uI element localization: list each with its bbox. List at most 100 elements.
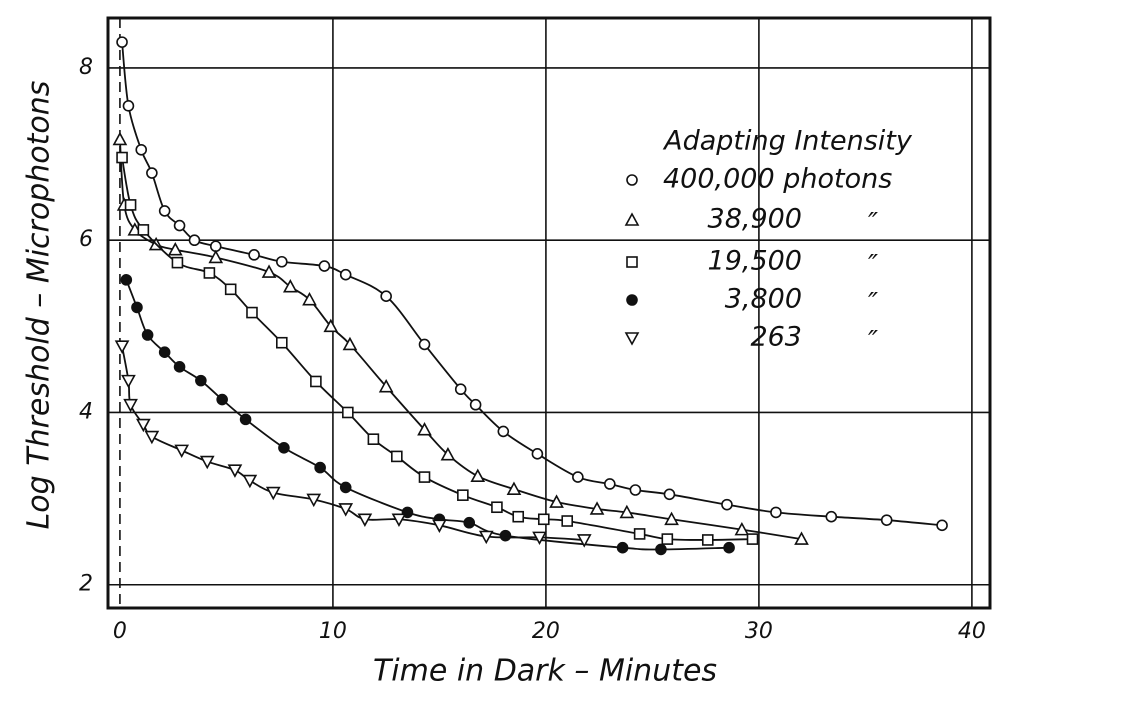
data-point <box>173 219 186 232</box>
data-point <box>144 430 160 445</box>
legend-ditto: ″ <box>868 250 878 281</box>
data-point <box>746 533 759 545</box>
legend-ditto: ″ <box>868 326 878 357</box>
data-point <box>131 301 143 314</box>
x-tick-label: 20 <box>532 619 560 644</box>
data-point <box>470 468 486 483</box>
data-point <box>146 167 158 179</box>
data-point <box>167 242 183 256</box>
data-point <box>224 283 237 296</box>
plot-frame <box>106 16 992 610</box>
legend-label: 400,000 photons <box>663 164 892 195</box>
data-point <box>282 279 298 293</box>
series-curve <box>121 157 753 541</box>
data-point <box>661 533 674 545</box>
data-point <box>342 336 358 351</box>
y-tick-label: 2 <box>79 572 93 597</box>
data-point <box>246 306 258 319</box>
data-point <box>173 361 186 373</box>
data-point <box>310 375 322 388</box>
data-point <box>572 471 584 483</box>
data-point <box>663 488 676 501</box>
data-point <box>216 393 228 406</box>
data-point <box>664 511 679 526</box>
data-point <box>314 461 326 474</box>
data-point <box>655 543 667 556</box>
data-point <box>770 506 782 519</box>
legend-marker <box>626 294 638 306</box>
data-point <box>123 398 138 413</box>
data-point <box>209 240 222 253</box>
data-point <box>380 290 392 303</box>
data-point <box>537 513 550 526</box>
data-point <box>121 374 136 389</box>
data-point <box>357 513 373 527</box>
data-point <box>549 494 564 508</box>
y-tick-label: 4 <box>79 399 93 424</box>
data-point <box>174 444 190 459</box>
data-point <box>619 504 635 519</box>
data-point <box>391 450 403 463</box>
data-point <box>338 503 354 517</box>
data-point <box>825 510 838 523</box>
data-point <box>440 447 456 461</box>
data-point <box>239 413 252 426</box>
data-point <box>391 513 407 527</box>
data-point <box>188 234 201 247</box>
data-point <box>208 249 224 264</box>
x-tick-label: 0 <box>113 619 127 644</box>
data-point <box>276 255 288 268</box>
data-point <box>367 433 380 445</box>
legend-marker <box>624 212 640 226</box>
data-point <box>633 528 646 540</box>
data-point <box>469 398 482 411</box>
data-point <box>306 493 322 508</box>
data-point <box>378 378 394 393</box>
data-point <box>318 260 331 272</box>
data-point <box>137 224 150 236</box>
data-point <box>589 501 605 515</box>
data-point <box>195 374 207 387</box>
data-point <box>478 530 494 545</box>
data-point <box>276 336 288 349</box>
y-tick-label: 8 <box>79 55 93 80</box>
data-point <box>116 151 128 164</box>
data-point <box>417 422 432 436</box>
data-point <box>561 515 574 527</box>
data-point <box>261 264 277 278</box>
data-point <box>135 143 148 156</box>
data-point <box>616 541 629 554</box>
data-point <box>158 346 171 358</box>
legend-marker <box>626 174 638 186</box>
legend-label: 38,900 <box>708 204 802 235</box>
data-point <box>342 406 354 419</box>
data-point <box>454 383 467 396</box>
data-point <box>227 464 243 478</box>
data-point <box>497 425 510 438</box>
series-curve <box>125 279 730 551</box>
data-point <box>506 481 522 495</box>
data-point <box>114 340 130 354</box>
data-point <box>278 441 290 454</box>
legend-label: 19,500 <box>708 246 802 277</box>
x-axis-label: Time in Dark – Minutes <box>373 654 717 689</box>
legend-label: 3,800 <box>725 284 802 315</box>
y-axis-label: Log Threshold – Microphotons <box>22 81 57 530</box>
data-point <box>491 501 503 514</box>
data-point <box>302 291 317 306</box>
data-point <box>418 471 431 483</box>
series-curve <box>119 139 802 540</box>
data-point <box>512 510 525 523</box>
data-point <box>576 534 592 548</box>
legend-label: 263 <box>750 322 802 353</box>
legend-ditto: ″ <box>868 208 878 239</box>
data-point <box>265 486 281 501</box>
legend-title: Adapting Intensity <box>662 126 913 157</box>
y-tick-label: 6 <box>79 227 93 252</box>
data-point <box>112 131 128 146</box>
data-point <box>116 36 128 48</box>
data-point <box>323 318 339 333</box>
data-point <box>701 534 714 546</box>
data-point <box>457 489 469 501</box>
